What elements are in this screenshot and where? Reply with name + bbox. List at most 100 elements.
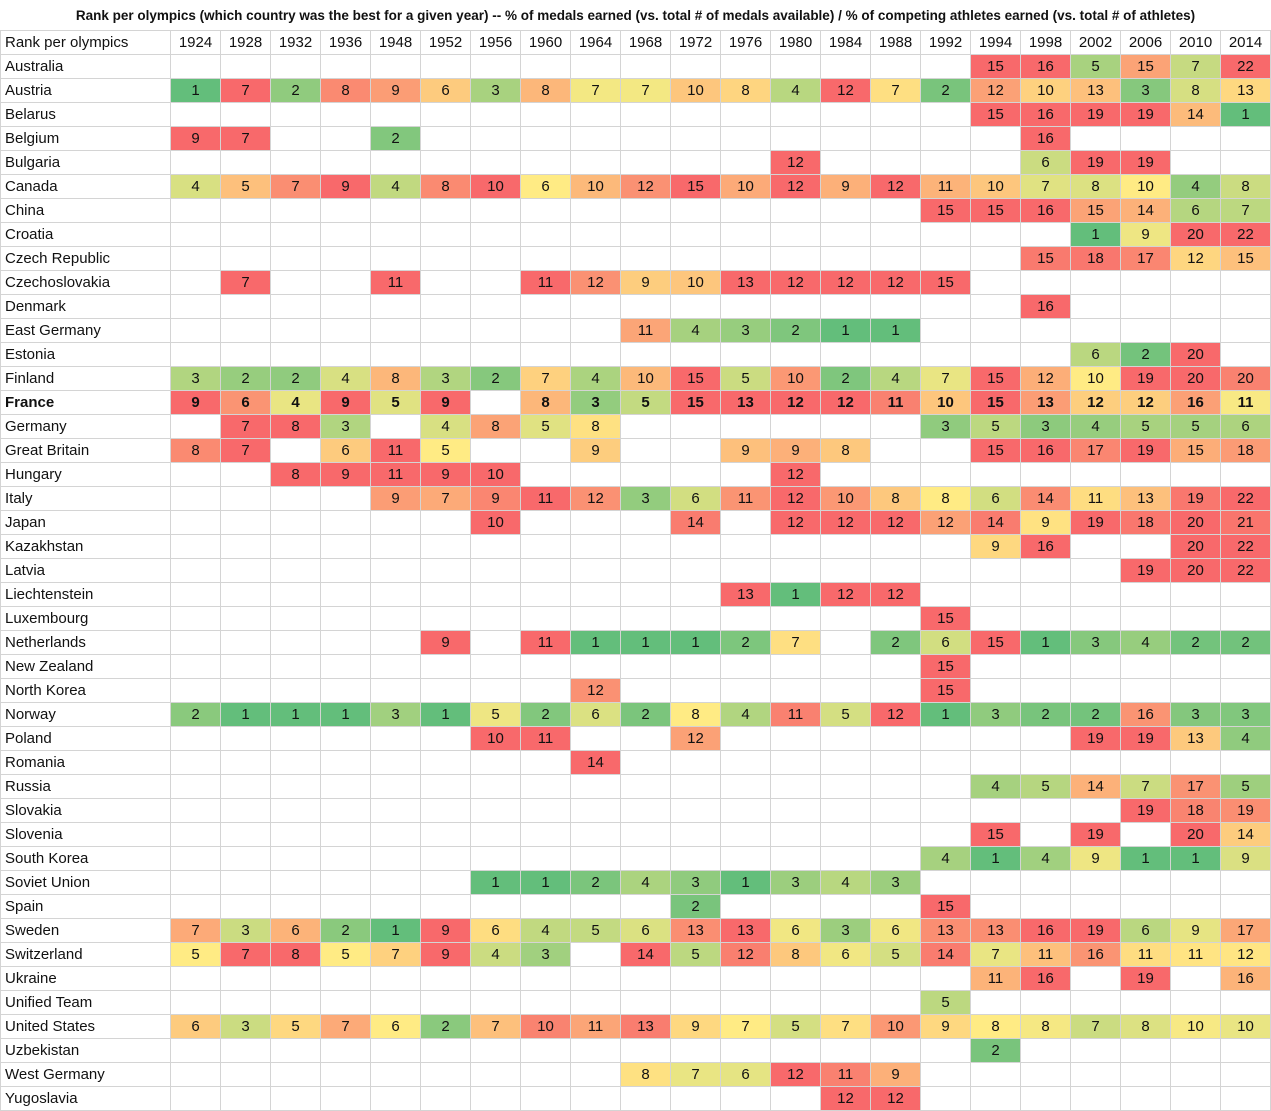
empty-cell <box>970 726 1021 751</box>
empty-cell <box>1120 294 1171 319</box>
rank-cell: 11 <box>720 486 771 511</box>
rank-cell: 3 <box>220 1014 271 1039</box>
empty-cell <box>270 726 321 751</box>
empty-cell <box>270 966 321 991</box>
rank-cell: 7 <box>970 942 1021 967</box>
rank-cell: 8 <box>370 366 421 391</box>
empty-cell <box>820 294 871 319</box>
rank-cell: 1 <box>1070 222 1121 247</box>
rank-cell: 10 <box>720 174 771 199</box>
empty-cell <box>470 1062 521 1087</box>
empty-cell <box>1220 582 1271 607</box>
rank-cell: 5 <box>970 414 1021 439</box>
rank-cell: 11 <box>370 438 421 463</box>
country-row: Unified Team 5 <box>0 990 1271 1015</box>
empty-cell <box>270 222 321 247</box>
empty-cell <box>320 654 371 679</box>
rank-cell: 10 <box>770 366 821 391</box>
empty-cell <box>770 558 821 583</box>
rank-cell: 13 <box>670 918 721 943</box>
empty-cell <box>270 126 321 151</box>
empty-cell <box>1020 342 1071 367</box>
empty-cell <box>670 462 721 487</box>
empty-cell <box>570 462 621 487</box>
rank-cell: 15 <box>970 54 1021 79</box>
empty-cell <box>870 222 921 247</box>
empty-cell <box>320 246 371 271</box>
empty-cell <box>1120 870 1171 895</box>
rank-cell: 2 <box>470 366 521 391</box>
rank-cell: 1 <box>1220 102 1271 127</box>
country-label: Hungary <box>0 462 171 487</box>
empty-cell <box>920 582 971 607</box>
rank-cell: 9 <box>170 390 221 415</box>
empty-cell <box>920 318 971 343</box>
empty-cell <box>420 606 471 631</box>
empty-cell <box>170 846 221 871</box>
empty-cell <box>270 630 321 655</box>
empty-cell <box>170 798 221 823</box>
country-label: Yugoslavia <box>0 1086 171 1111</box>
empty-cell <box>570 1062 621 1087</box>
empty-cell <box>170 774 221 799</box>
rank-cell: 5 <box>1170 414 1221 439</box>
rank-cell: 5 <box>1220 774 1271 799</box>
rank-cell: 7 <box>370 942 421 967</box>
empty-cell <box>170 534 221 559</box>
empty-cell <box>370 822 421 847</box>
empty-cell <box>420 126 471 151</box>
rank-cell: 11 <box>920 174 971 199</box>
rank-cell: 8 <box>770 942 821 967</box>
empty-cell <box>870 54 921 79</box>
empty-cell <box>420 1062 471 1087</box>
empty-cell <box>470 390 521 415</box>
rank-cell: 4 <box>570 366 621 391</box>
year-header-1998: 1998 <box>1020 30 1071 55</box>
rank-cell: 10 <box>970 174 1021 199</box>
empty-cell <box>770 414 821 439</box>
empty-cell <box>270 582 321 607</box>
rank-cell: 2 <box>870 630 921 655</box>
empty-cell <box>670 1038 721 1063</box>
empty-cell <box>320 966 371 991</box>
empty-cell <box>820 462 871 487</box>
empty-cell <box>1070 462 1121 487</box>
rank-cell: 5 <box>520 414 571 439</box>
rank-cell: 6 <box>370 1014 421 1039</box>
empty-cell <box>170 606 221 631</box>
empty-cell <box>220 294 271 319</box>
empty-cell <box>370 54 421 79</box>
rank-cell: 6 <box>270 918 321 943</box>
country-row: Hungary 8 9 11 9 10 12 <box>0 462 1271 487</box>
rank-cell: 7 <box>570 78 621 103</box>
rank-cell: 4 <box>720 702 771 727</box>
country-row: Netherlands 9 11 1 1 1 2 7 2 6 15 1 3 4 2 2 <box>0 630 1271 655</box>
empty-cell <box>920 1062 971 1087</box>
rank-cell: 4 <box>1220 726 1271 751</box>
rank-cell: 7 <box>220 942 271 967</box>
empty-cell <box>1170 150 1221 175</box>
empty-cell <box>870 126 921 151</box>
empty-cell <box>1070 990 1121 1015</box>
rank-cell: 2 <box>620 702 671 727</box>
country-row: South Korea 4 1 4 9 1 1 9 <box>0 846 1271 871</box>
rank-cell: 9 <box>620 270 671 295</box>
empty-cell <box>1220 318 1271 343</box>
empty-cell <box>420 846 471 871</box>
year-header-1952: 1952 <box>420 30 471 55</box>
empty-cell <box>820 822 871 847</box>
country-row: Finland 3 2 2 4 8 3 2 7 4 10 15 5 10 2 4 7 15 12 10 19 20 20 <box>0 366 1271 391</box>
rank-cell: 12 <box>770 1062 821 1087</box>
empty-cell <box>220 534 271 559</box>
empty-cell <box>370 606 421 631</box>
year-header-1992: 1992 <box>920 30 971 55</box>
rank-cell: 4 <box>170 174 221 199</box>
rank-cell: 11 <box>970 966 1021 991</box>
empty-cell <box>1070 750 1121 775</box>
empty-cell <box>420 990 471 1015</box>
rank-cell: 1 <box>170 78 221 103</box>
empty-cell <box>670 990 721 1015</box>
rank-cell: 15 <box>920 894 971 919</box>
rank-cell: 9 <box>370 78 421 103</box>
rank-cell: 12 <box>770 150 821 175</box>
